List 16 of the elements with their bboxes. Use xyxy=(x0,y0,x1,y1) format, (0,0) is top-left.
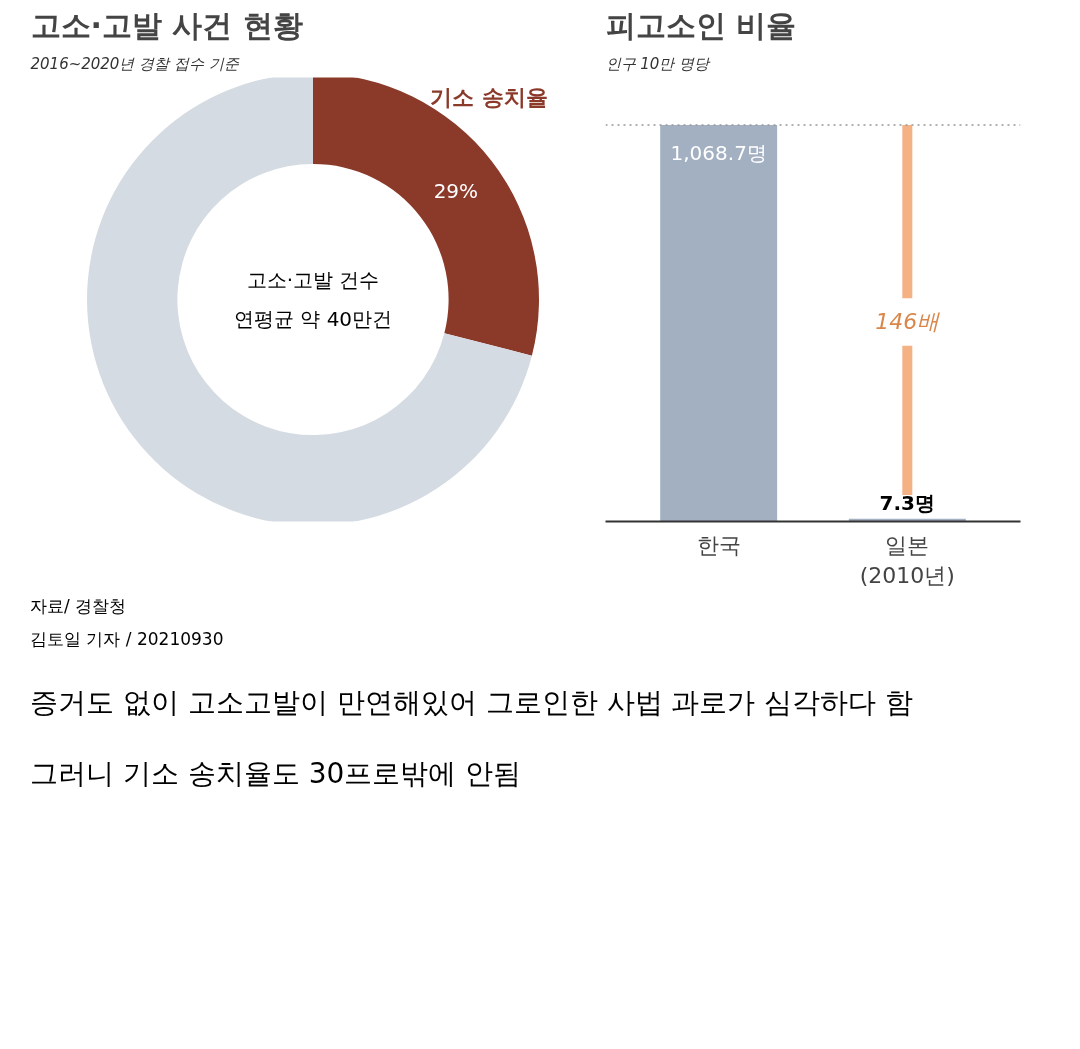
chart-subtitle: 인구 10만 명당 xyxy=(605,54,712,73)
data-label: 7.3명 xyxy=(879,490,936,515)
chart-title: 피고소인 비율 xyxy=(605,7,796,43)
text: 김토일 기자 / 20210930 xyxy=(30,628,224,652)
text: 고소·고발 건수 연평균 약 40만건 xyxy=(233,268,393,331)
x-tick-label: 일본 (2010년) xyxy=(859,532,955,588)
slice-label: 기소 송치율 xyxy=(430,84,549,110)
chart-title: 고소·고발 사건 현황 xyxy=(30,7,303,43)
annotation: 146배 xyxy=(875,309,941,335)
chart-subtitle: 2016~2020년 경찰 접수 기준 xyxy=(30,54,240,73)
data-label: 1,068.7명 xyxy=(670,140,767,165)
text: 그러니 기소 송치율도 30프로밖에 안됨 xyxy=(30,755,522,792)
data-label: 29% xyxy=(433,179,479,204)
text: 자료/ 경찰청 xyxy=(30,595,127,618)
text: 증거도 없이 고소고발이 만연해있어 그로인한 사법 과로가 심각하다 함 xyxy=(30,684,914,721)
x-tick-label: 한국 xyxy=(696,532,741,558)
